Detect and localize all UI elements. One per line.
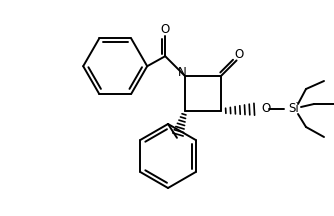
Text: O: O	[161, 23, 170, 36]
Text: O: O	[262, 103, 271, 116]
Text: N: N	[178, 67, 186, 79]
Text: O: O	[234, 48, 243, 61]
Text: Si: Si	[289, 103, 299, 116]
